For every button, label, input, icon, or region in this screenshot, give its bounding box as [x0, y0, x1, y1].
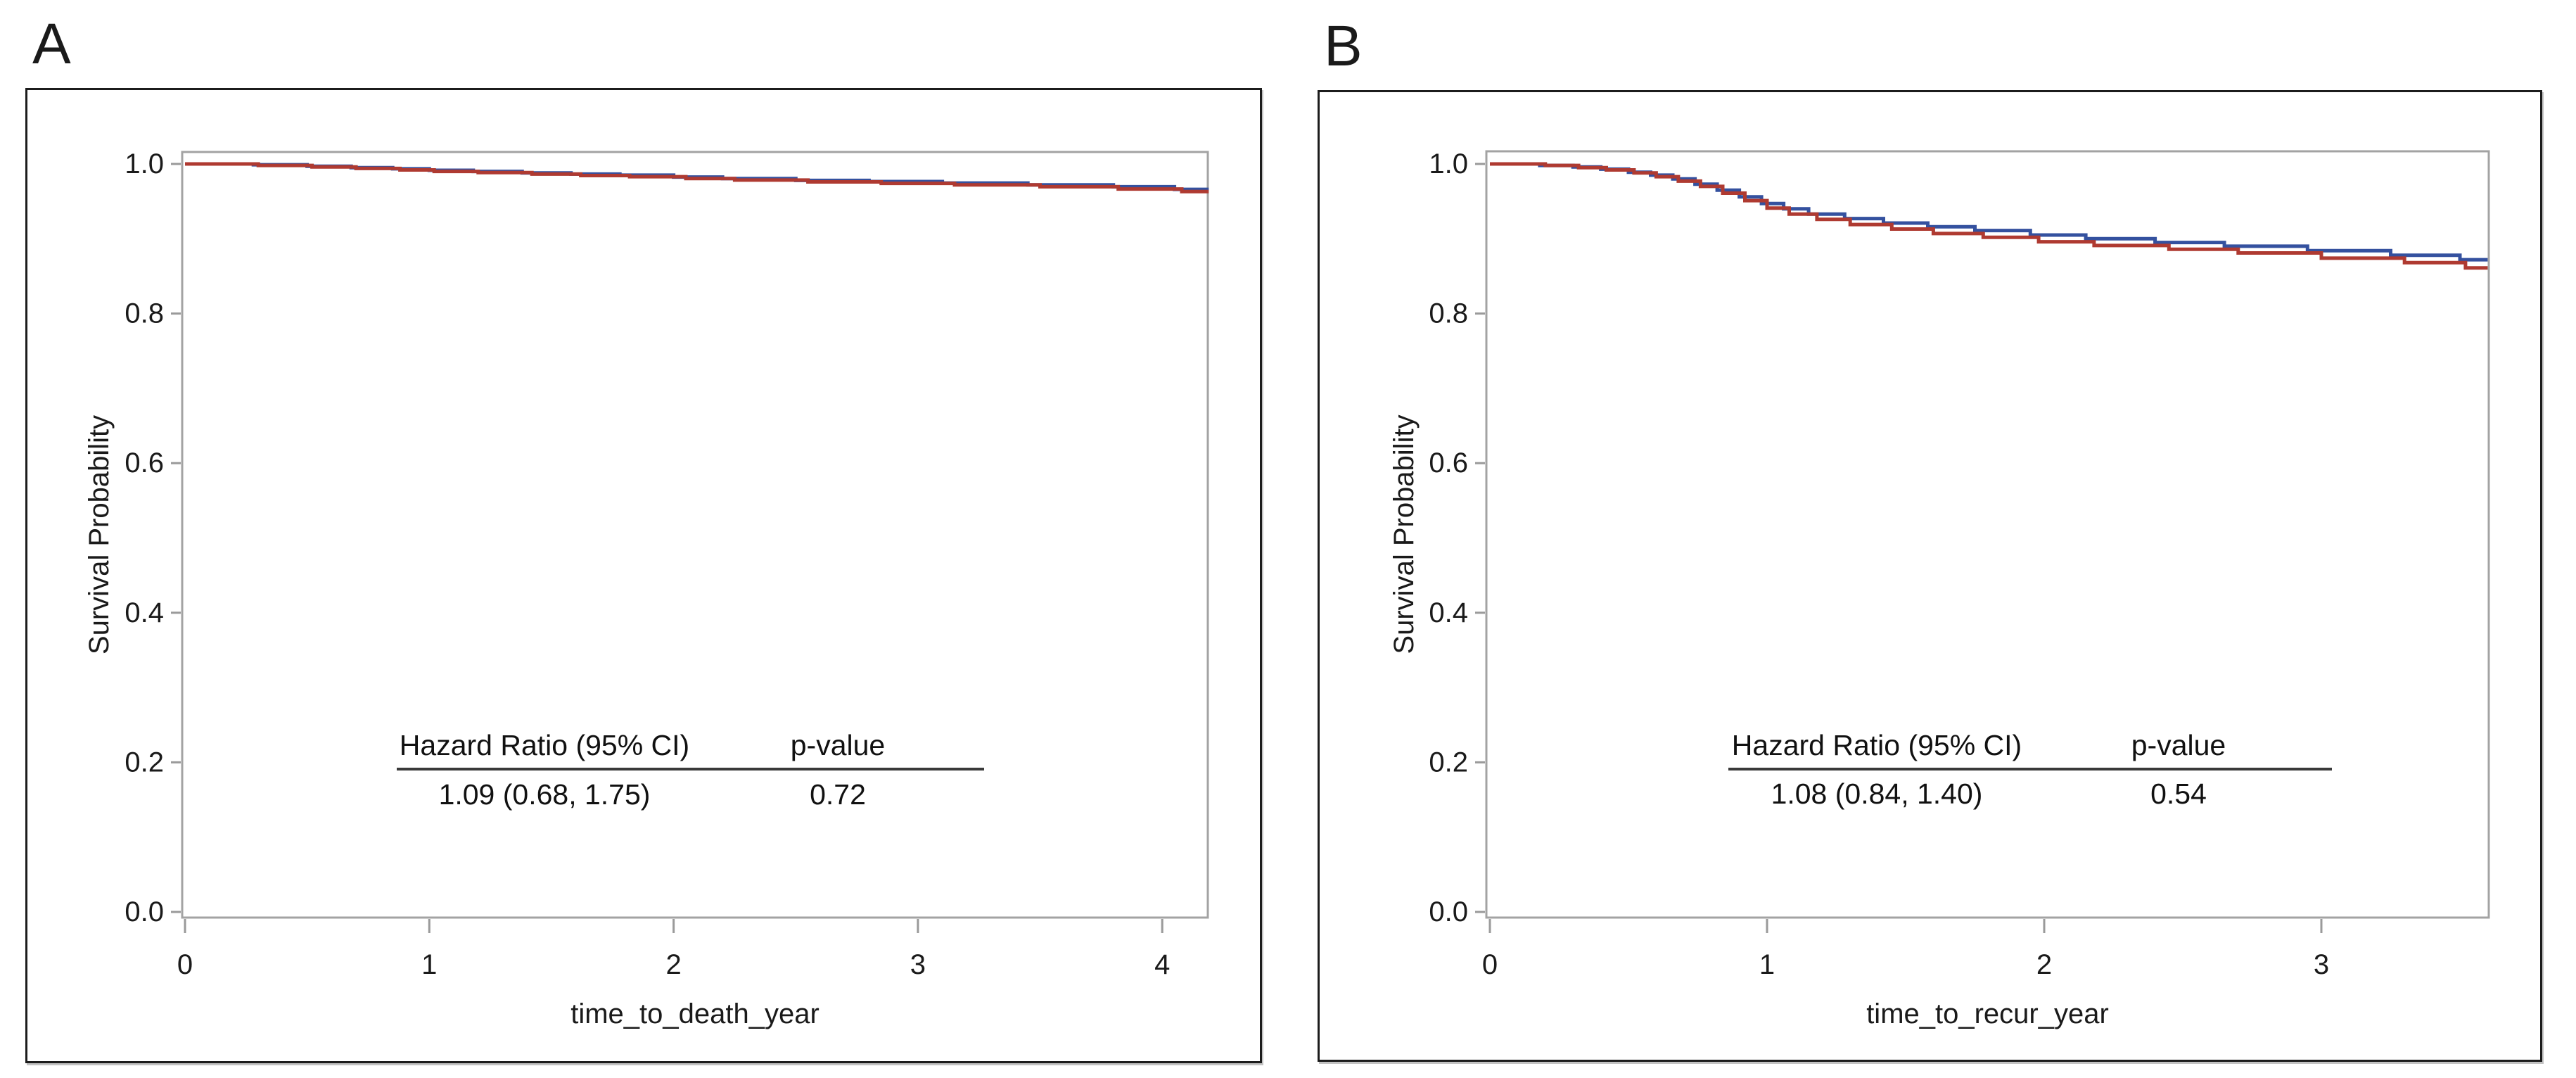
y-tick-label: 0.6 [1429, 448, 1468, 478]
x-tick-label: 3 [910, 949, 926, 980]
x-axis-title: time_to_recur_year [1866, 998, 2109, 1029]
survival-curve-group-blue [1490, 162, 2488, 262]
y-tick-label: 0.2 [125, 747, 164, 778]
y-axis-title: Survival Probability [1389, 414, 1420, 654]
panel-a-chart: 1.0 0.8 0.6 0.4 0.2 0.0 0 1 2 3 4 time_to_death_yea… [84, 148, 1209, 1029]
y-tick-label: 0.4 [125, 597, 164, 628]
panel-a-box: 1.0 0.8 0.6 0.4 0.2 0.0 0 1 2 3 4 time_to_death_yea… [25, 88, 1262, 1063]
y-tick-label: 0.8 [1429, 298, 1468, 329]
x-tick-label: 1 [421, 949, 437, 980]
x-tick-label: 2 [665, 949, 681, 980]
x-tick-label: 0 [1482, 949, 1498, 980]
plot-area-frame [181, 151, 1209, 919]
survival-curve-group-red [185, 162, 1209, 194]
x-tick-label: 0 [177, 949, 193, 980]
x-tick-label: 3 [2314, 949, 2329, 980]
hazard-ratio-value: 1.09 (0.68, 1.75) [438, 778, 651, 811]
panel-b-box: 1.0 0.8 0.6 0.4 0.2 0.0 0 1 2 3 time_to_recur_year… [1318, 90, 2542, 1062]
y-tick-label: 0.0 [1429, 896, 1468, 927]
x-tick-label: 2 [2036, 949, 2052, 980]
p-value-header: p-value [2131, 729, 2226, 761]
hazard-ratio-header: Hazard Ratio (95% CI) [1731, 729, 2022, 761]
x-tick-label: 4 [1154, 949, 1170, 980]
p-value-value: 0.54 [2150, 778, 2207, 810]
y-tick-label: 1.0 [125, 148, 164, 179]
stat-table-rule [397, 768, 984, 771]
y-tick-label: 0.2 [1429, 747, 1468, 778]
plot-area-frame [1485, 150, 2490, 919]
hazard-ratio-header: Hazard Ratio (95% CI) [399, 729, 690, 761]
stat-table-rule [1728, 768, 2332, 771]
p-value-value: 0.72 [810, 778, 866, 811]
hazard-ratio-value: 1.08 (0.84, 1.40) [1771, 778, 1983, 810]
survival-curve-group-red [1490, 162, 2488, 270]
x-axis-title: time_to_death_year [570, 998, 820, 1029]
panel-b-chart: 1.0 0.8 0.6 0.4 0.2 0.0 0 1 2 3 time_to_recur_year… [1389, 148, 2490, 1029]
x-tick-label: 1 [1759, 949, 1775, 980]
panel-b-label: B [1324, 14, 1363, 78]
panel-a-label: A [32, 12, 71, 76]
y-tick-label: 0.0 [125, 896, 164, 927]
p-value-header: p-value [790, 729, 886, 761]
y-tick-label: 0.4 [1429, 597, 1468, 628]
y-tick-label: 0.6 [125, 448, 164, 478]
y-axis-title: Survival Probability [84, 415, 115, 654]
y-tick-label: 0.8 [125, 298, 164, 329]
y-tick-label: 1.0 [1429, 148, 1468, 179]
